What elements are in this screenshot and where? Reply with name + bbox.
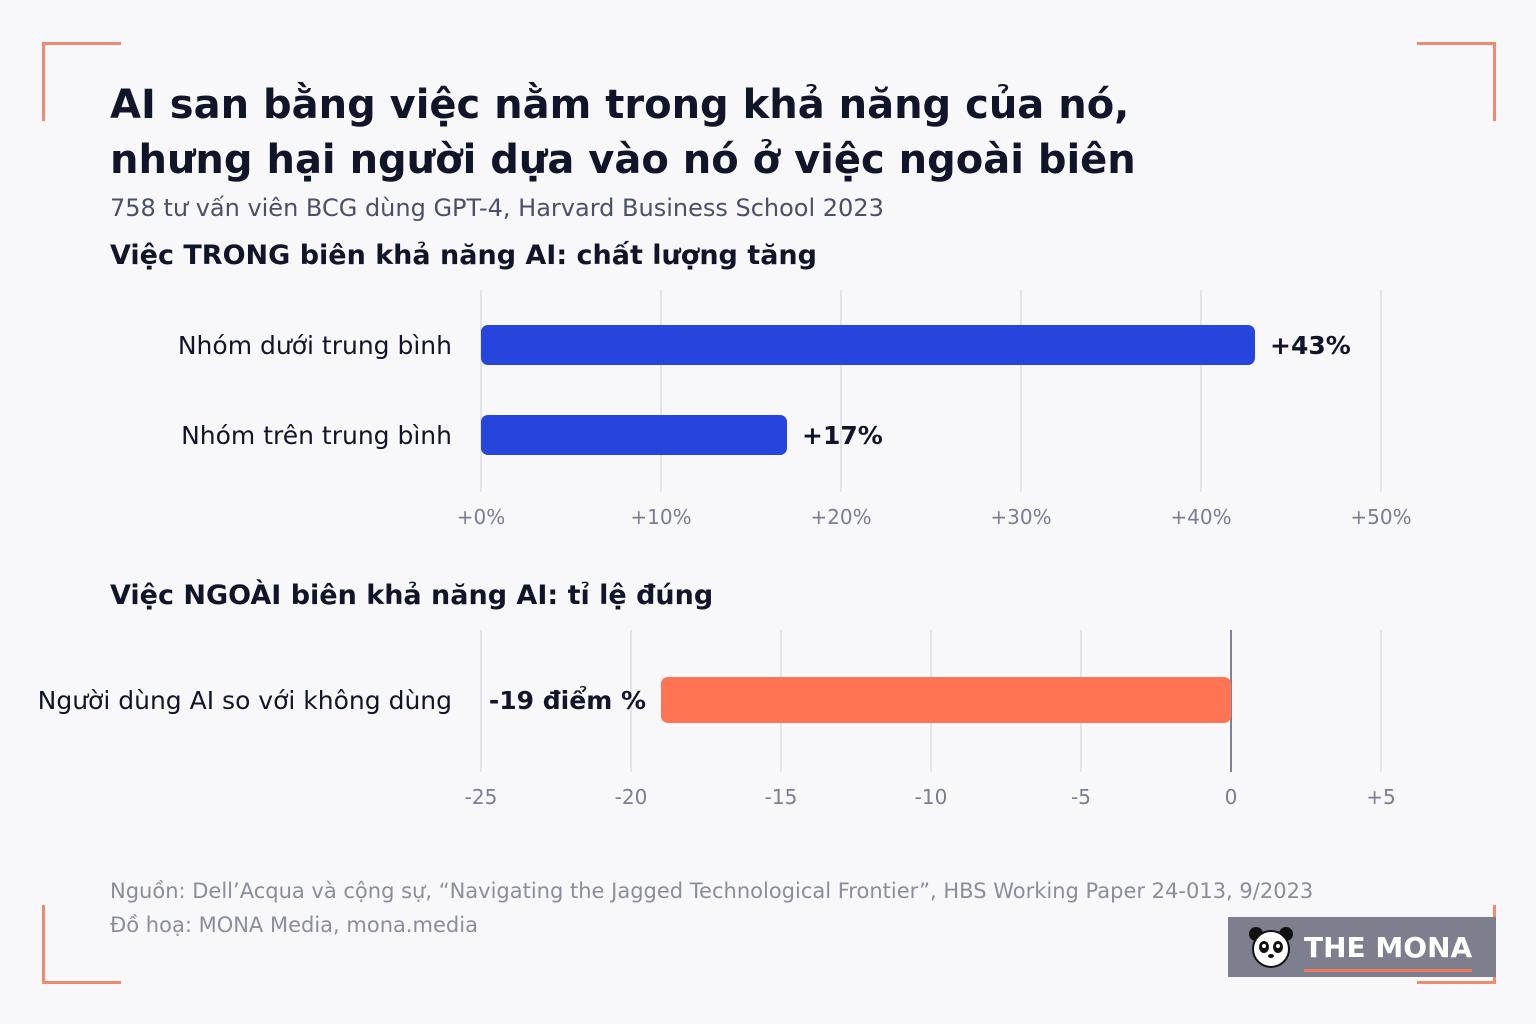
gridlines — [480, 290, 1382, 492]
brand-logo-text: THE MONA — [1304, 930, 1473, 972]
chart-title-line-1: AI san bằng việc nằm trong khả năng của … — [110, 82, 1130, 128]
category-label: Nhóm trên trung bình — [181, 421, 452, 450]
x-tick-label: -10 — [915, 785, 948, 809]
bar — [661, 677, 1231, 723]
corner-frame-top-left — [42, 42, 121, 121]
value-label: +43% — [1270, 331, 1351, 360]
chart-subtitle: 758 tư vấn viên BCG dùng GPT-4, Harvard … — [110, 194, 884, 222]
x-tick-label: +30% — [990, 505, 1051, 529]
brand-logo: THE MONA — [1228, 917, 1496, 977]
x-tick-label: +10% — [630, 505, 691, 529]
category-label: Người dùng AI so với không dùng — [38, 686, 452, 715]
chart-title-line-2: nhưng hại người dựa vào nó ở việc ngoài … — [110, 137, 1136, 183]
x-tick-label: +50% — [1350, 505, 1411, 529]
x-tick-label: +20% — [810, 505, 871, 529]
value-label: +17% — [802, 421, 883, 450]
x-tick-label: +5 — [1366, 785, 1395, 809]
value-label: -19 điểm % — [489, 685, 646, 715]
section-title-within-frontier: Việc TRONG biên khả năng AI: chất lượng … — [110, 240, 817, 271]
bar — [481, 325, 1255, 365]
footer-source: Nguồn: Dell’Acqua và cộng sự, “Navigatin… — [110, 879, 1314, 903]
corner-frame-top-right — [1417, 42, 1496, 121]
x-tick-label: -15 — [765, 785, 798, 809]
x-tick-label: +40% — [1170, 505, 1231, 529]
footer: Nguồn: Dell’Acqua và cộng sự, “Navigatin… — [110, 874, 1313, 942]
x-tick-label: +0% — [457, 505, 506, 529]
chart-title: AI san bằng việc nằm trong khả năng của … — [110, 78, 1136, 188]
x-tick-label: 0 — [1225, 785, 1238, 809]
bar — [481, 415, 787, 455]
corner-frame-bottom-left — [42, 905, 121, 984]
category-label: Nhóm dưới trung bình — [178, 331, 452, 360]
footer-credit: Đồ hoạ: MONA Media, mona.media — [110, 913, 478, 937]
x-tick-label: -5 — [1071, 785, 1091, 809]
panda-icon — [1249, 927, 1293, 968]
x-tick-label: -20 — [615, 785, 648, 809]
section-title-outside-frontier: Việc NGOÀI biên khả năng AI: tỉ lệ đúng — [110, 580, 714, 611]
x-tick-label: -25 — [465, 785, 498, 809]
